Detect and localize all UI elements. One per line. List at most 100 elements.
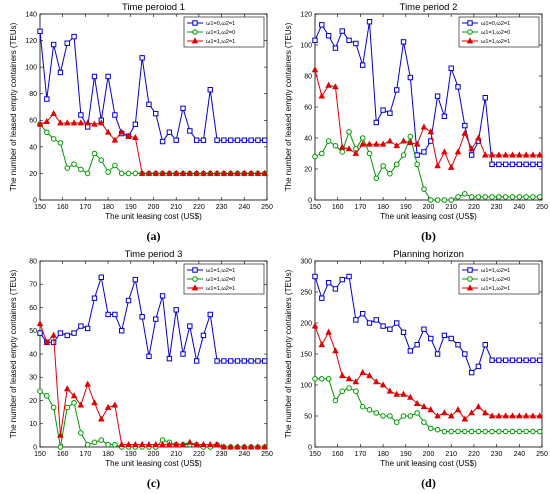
data-point — [475, 428, 482, 435]
y-tick-label: 0 — [33, 197, 37, 204]
y-tick-label: 50 — [29, 328, 37, 335]
data-point — [413, 140, 421, 147]
data-point — [152, 441, 160, 448]
data-point — [173, 307, 179, 313]
y-tick-label: 0 — [308, 197, 312, 204]
data-point — [213, 441, 221, 448]
data-point — [359, 368, 366, 375]
data-point — [529, 412, 537, 419]
data-point — [380, 323, 386, 329]
data-point — [454, 148, 462, 155]
data-point — [311, 322, 319, 329]
x-tick-label: 180 — [102, 451, 114, 458]
data-point — [407, 74, 414, 81]
data-point — [145, 441, 153, 448]
data-point — [193, 358, 200, 364]
data-point — [394, 320, 400, 326]
data-point — [50, 404, 57, 411]
data-point — [207, 87, 213, 93]
data-point — [200, 332, 207, 339]
data-point — [502, 161, 509, 168]
y-tick-label: 100 — [25, 65, 37, 72]
data-point — [70, 119, 78, 126]
legend-label: ω1=1,ω2=1 — [206, 39, 235, 45]
y-tick-label: 300 — [300, 258, 312, 265]
data-point — [125, 132, 132, 139]
data-point — [125, 441, 132, 448]
data-point — [193, 137, 200, 143]
data-point — [112, 441, 118, 448]
legend: ω1=0,ω2=1 ω1=1,ω2=0 ω1=1,ω2=1 — [458, 16, 540, 48]
x-tick-label: 160 — [57, 451, 69, 458]
legend-label: ω1=1,ω2=0 — [206, 30, 235, 36]
data-point — [387, 413, 393, 419]
data-point — [523, 357, 529, 363]
data-point — [366, 140, 373, 147]
data-point — [105, 169, 111, 175]
data-point — [359, 140, 366, 147]
data-point — [339, 388, 346, 394]
data-point — [454, 406, 462, 413]
y-tick-label: 150 — [300, 351, 312, 358]
data-point — [407, 413, 414, 419]
data-point — [345, 375, 353, 382]
data-point — [180, 105, 186, 112]
data-point — [71, 161, 77, 167]
chart-panel-d: 150 160 170 180 190 200 210 220 230 240 250 0 50 100 1… — [275, 247, 550, 494]
data-point — [84, 441, 91, 448]
data-point — [119, 328, 125, 334]
legend-marker — [192, 276, 198, 282]
data-point — [516, 357, 523, 363]
data-point — [332, 397, 339, 404]
y-tick-label: 80 — [29, 258, 37, 265]
data-point — [366, 320, 373, 326]
data-point — [77, 119, 85, 126]
data-point — [132, 121, 139, 127]
y-tick-label: 0 — [308, 444, 312, 451]
data-point — [530, 428, 536, 435]
data-point — [234, 443, 241, 450]
chart-title: Time peroiod 1 — [122, 2, 185, 13]
x-tick-label: 150 — [34, 204, 46, 211]
legend-marker — [467, 267, 473, 273]
data-point — [441, 409, 448, 416]
legend-label: ω1=0,ω2=1 — [481, 21, 510, 27]
data-point — [441, 113, 448, 119]
data-point — [84, 119, 91, 126]
data-point — [373, 175, 380, 182]
y-tick-label: 20 — [304, 166, 312, 173]
data-point — [359, 135, 366, 141]
data-point — [332, 347, 339, 354]
data-point — [57, 431, 64, 438]
legend-label: ω1=1,ω2=0 — [481, 30, 510, 36]
y-tick-label: 40 — [29, 144, 37, 151]
data-point — [400, 137, 407, 144]
data-point — [64, 332, 70, 339]
y-tick-label: 10 — [29, 421, 37, 428]
data-point — [37, 28, 43, 34]
x-tick-label: 230 — [216, 451, 228, 458]
data-point — [522, 412, 530, 419]
x-tick-label: 160 — [57, 204, 69, 211]
data-point — [448, 65, 454, 71]
x-tick-label: 250 — [261, 451, 273, 458]
data-point — [247, 169, 255, 176]
y-tick-label: 30 — [29, 375, 37, 382]
data-point — [345, 145, 353, 152]
data-point — [339, 149, 346, 155]
y-axis-label: The number of leased empty containers (T… — [284, 22, 293, 191]
x-tick-label: 250 — [536, 204, 548, 211]
data-point — [84, 380, 91, 387]
data-point — [193, 169, 200, 176]
data-point — [57, 330, 64, 336]
data-point — [441, 332, 448, 339]
data-point — [200, 137, 207, 143]
data-point — [373, 140, 380, 147]
data-point — [468, 194, 475, 200]
data-point — [502, 194, 509, 200]
data-point — [353, 388, 359, 394]
x-tick-label: 240 — [238, 204, 250, 211]
data-point — [462, 122, 468, 129]
data-point — [393, 419, 400, 425]
x-tick-label: 170 — [80, 451, 92, 458]
